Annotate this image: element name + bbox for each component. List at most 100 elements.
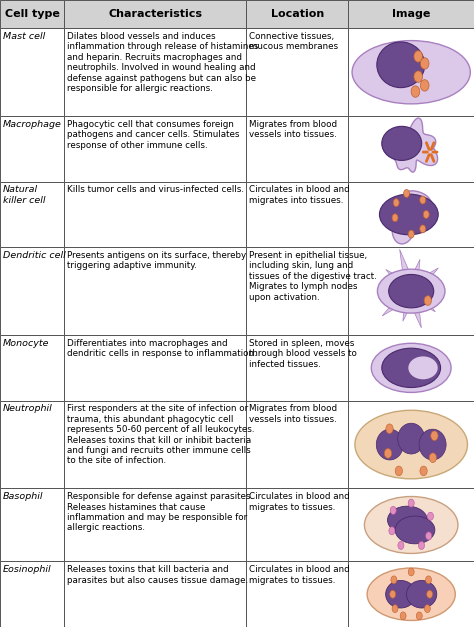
Circle shape [408,230,414,238]
Bar [0,182,64,247]
Polygon shape [386,270,415,297]
Circle shape [416,612,422,620]
Text: Monocyte: Monocyte [3,339,49,348]
Bar [0,335,64,401]
Circle shape [420,58,429,69]
Text: Cell type: Cell type [5,9,59,19]
Bar [246,247,348,335]
Circle shape [400,612,406,620]
Bar [348,182,474,247]
Circle shape [420,196,426,204]
Ellipse shape [365,497,458,554]
Polygon shape [411,284,435,298]
Text: First responders at the site of infection or
trauma, this abundant phagocytic ce: First responders at the site of infectio… [67,404,255,465]
Text: Macrophage: Macrophage [3,120,62,129]
Text: Connective tissues,
mucous membranes: Connective tissues, mucous membranes [249,32,338,51]
Text: Neutrophil: Neutrophil [3,404,53,413]
Text: Natural
killer cell: Natural killer cell [3,186,46,205]
Bar [0,401,64,488]
Bar [64,182,246,247]
Bar [64,335,246,401]
Circle shape [393,199,399,207]
Polygon shape [406,260,420,293]
Bar [348,335,474,401]
Text: Circulates in blood and
migrates to tissues.: Circulates in blood and migrates to tiss… [249,565,350,584]
Polygon shape [392,191,433,244]
Polygon shape [408,268,438,297]
Circle shape [389,527,395,535]
Circle shape [408,499,414,507]
Circle shape [419,541,425,549]
Bar [246,182,348,247]
Polygon shape [406,289,421,328]
Bar [348,401,474,488]
Circle shape [420,80,429,91]
Circle shape [391,576,397,584]
Bar [348,247,474,335]
Circle shape [408,568,414,576]
Text: Circulates in blood and
migrates to tissues.: Circulates in blood and migrates to tiss… [249,492,350,512]
Text: Characteristics: Characteristics [108,9,202,19]
Circle shape [420,225,426,233]
Circle shape [424,296,431,305]
Bar [0,488,64,561]
Ellipse shape [389,275,434,308]
Text: Dendritic cell: Dendritic cell [3,251,65,260]
Text: Presents antigens on its surface, thereby
triggering adaptive immunity.: Presents antigens on its surface, thereb… [67,251,246,270]
Text: Responsible for defense against parasites.
Releases histamines that cause
inflam: Responsible for defense against parasite… [67,492,253,532]
Text: Releases toxins that kill bacteria and
parasites but also causes tissue damage.: Releases toxins that kill bacteria and p… [67,565,248,584]
Bar [0,0,64,28]
Text: Phagocytic cell that consumes foreign
pathogens and cancer cells. Stimulates
res: Phagocytic cell that consumes foreign pa… [67,120,239,150]
Circle shape [428,512,434,520]
Bar [64,0,246,28]
Circle shape [427,590,433,598]
Ellipse shape [395,516,435,544]
Ellipse shape [409,356,438,379]
Ellipse shape [407,581,437,608]
Bar [246,28,348,116]
Ellipse shape [352,41,470,104]
Ellipse shape [386,581,416,608]
Circle shape [390,590,396,598]
Bar [64,488,246,561]
Text: Kills tumor cells and virus-infected cells.: Kills tumor cells and virus-infected cel… [67,186,244,194]
Text: Circulates in blood and
migrates into tissues.: Circulates in blood and migrates into ti… [249,186,350,205]
Ellipse shape [367,568,455,621]
Bar [0,28,64,116]
Polygon shape [383,118,438,172]
Circle shape [395,466,402,476]
Text: Differentiates into macrophages and
dendritic cells in response to inflammation.: Differentiates into macrophages and dend… [67,339,256,358]
Ellipse shape [371,344,451,393]
Bar [64,561,246,627]
Bar [348,28,474,116]
Bar [64,28,246,116]
Polygon shape [400,250,417,293]
Polygon shape [385,284,411,298]
Bar [246,488,348,561]
Bar [246,335,348,401]
Ellipse shape [376,429,403,460]
Text: Migrates from blood
vessels into tissues.: Migrates from blood vessels into tissues… [249,404,337,424]
Ellipse shape [377,269,445,313]
Ellipse shape [355,410,467,479]
Bar [64,247,246,335]
Polygon shape [382,285,415,316]
Circle shape [414,71,422,82]
Text: Eosinophil: Eosinophil [3,565,52,574]
Bar [246,401,348,488]
Ellipse shape [388,506,427,534]
Text: Dilates blood vessels and induces
inflammation through release of histamines
and: Dilates blood vessels and induces inflam… [67,32,258,93]
Bar [348,561,474,627]
Bar [0,116,64,182]
Text: Mast cell: Mast cell [3,32,45,41]
Bar [348,116,474,182]
Circle shape [420,466,427,476]
Text: Stored in spleen, moves
through blood vessels to
infected tissues.: Stored in spleen, moves through blood ve… [249,339,357,369]
Bar [64,116,246,182]
Bar [348,0,474,28]
Circle shape [429,453,437,463]
Circle shape [403,189,410,198]
Circle shape [423,211,429,218]
Text: Location: Location [271,9,324,19]
Circle shape [392,214,398,222]
